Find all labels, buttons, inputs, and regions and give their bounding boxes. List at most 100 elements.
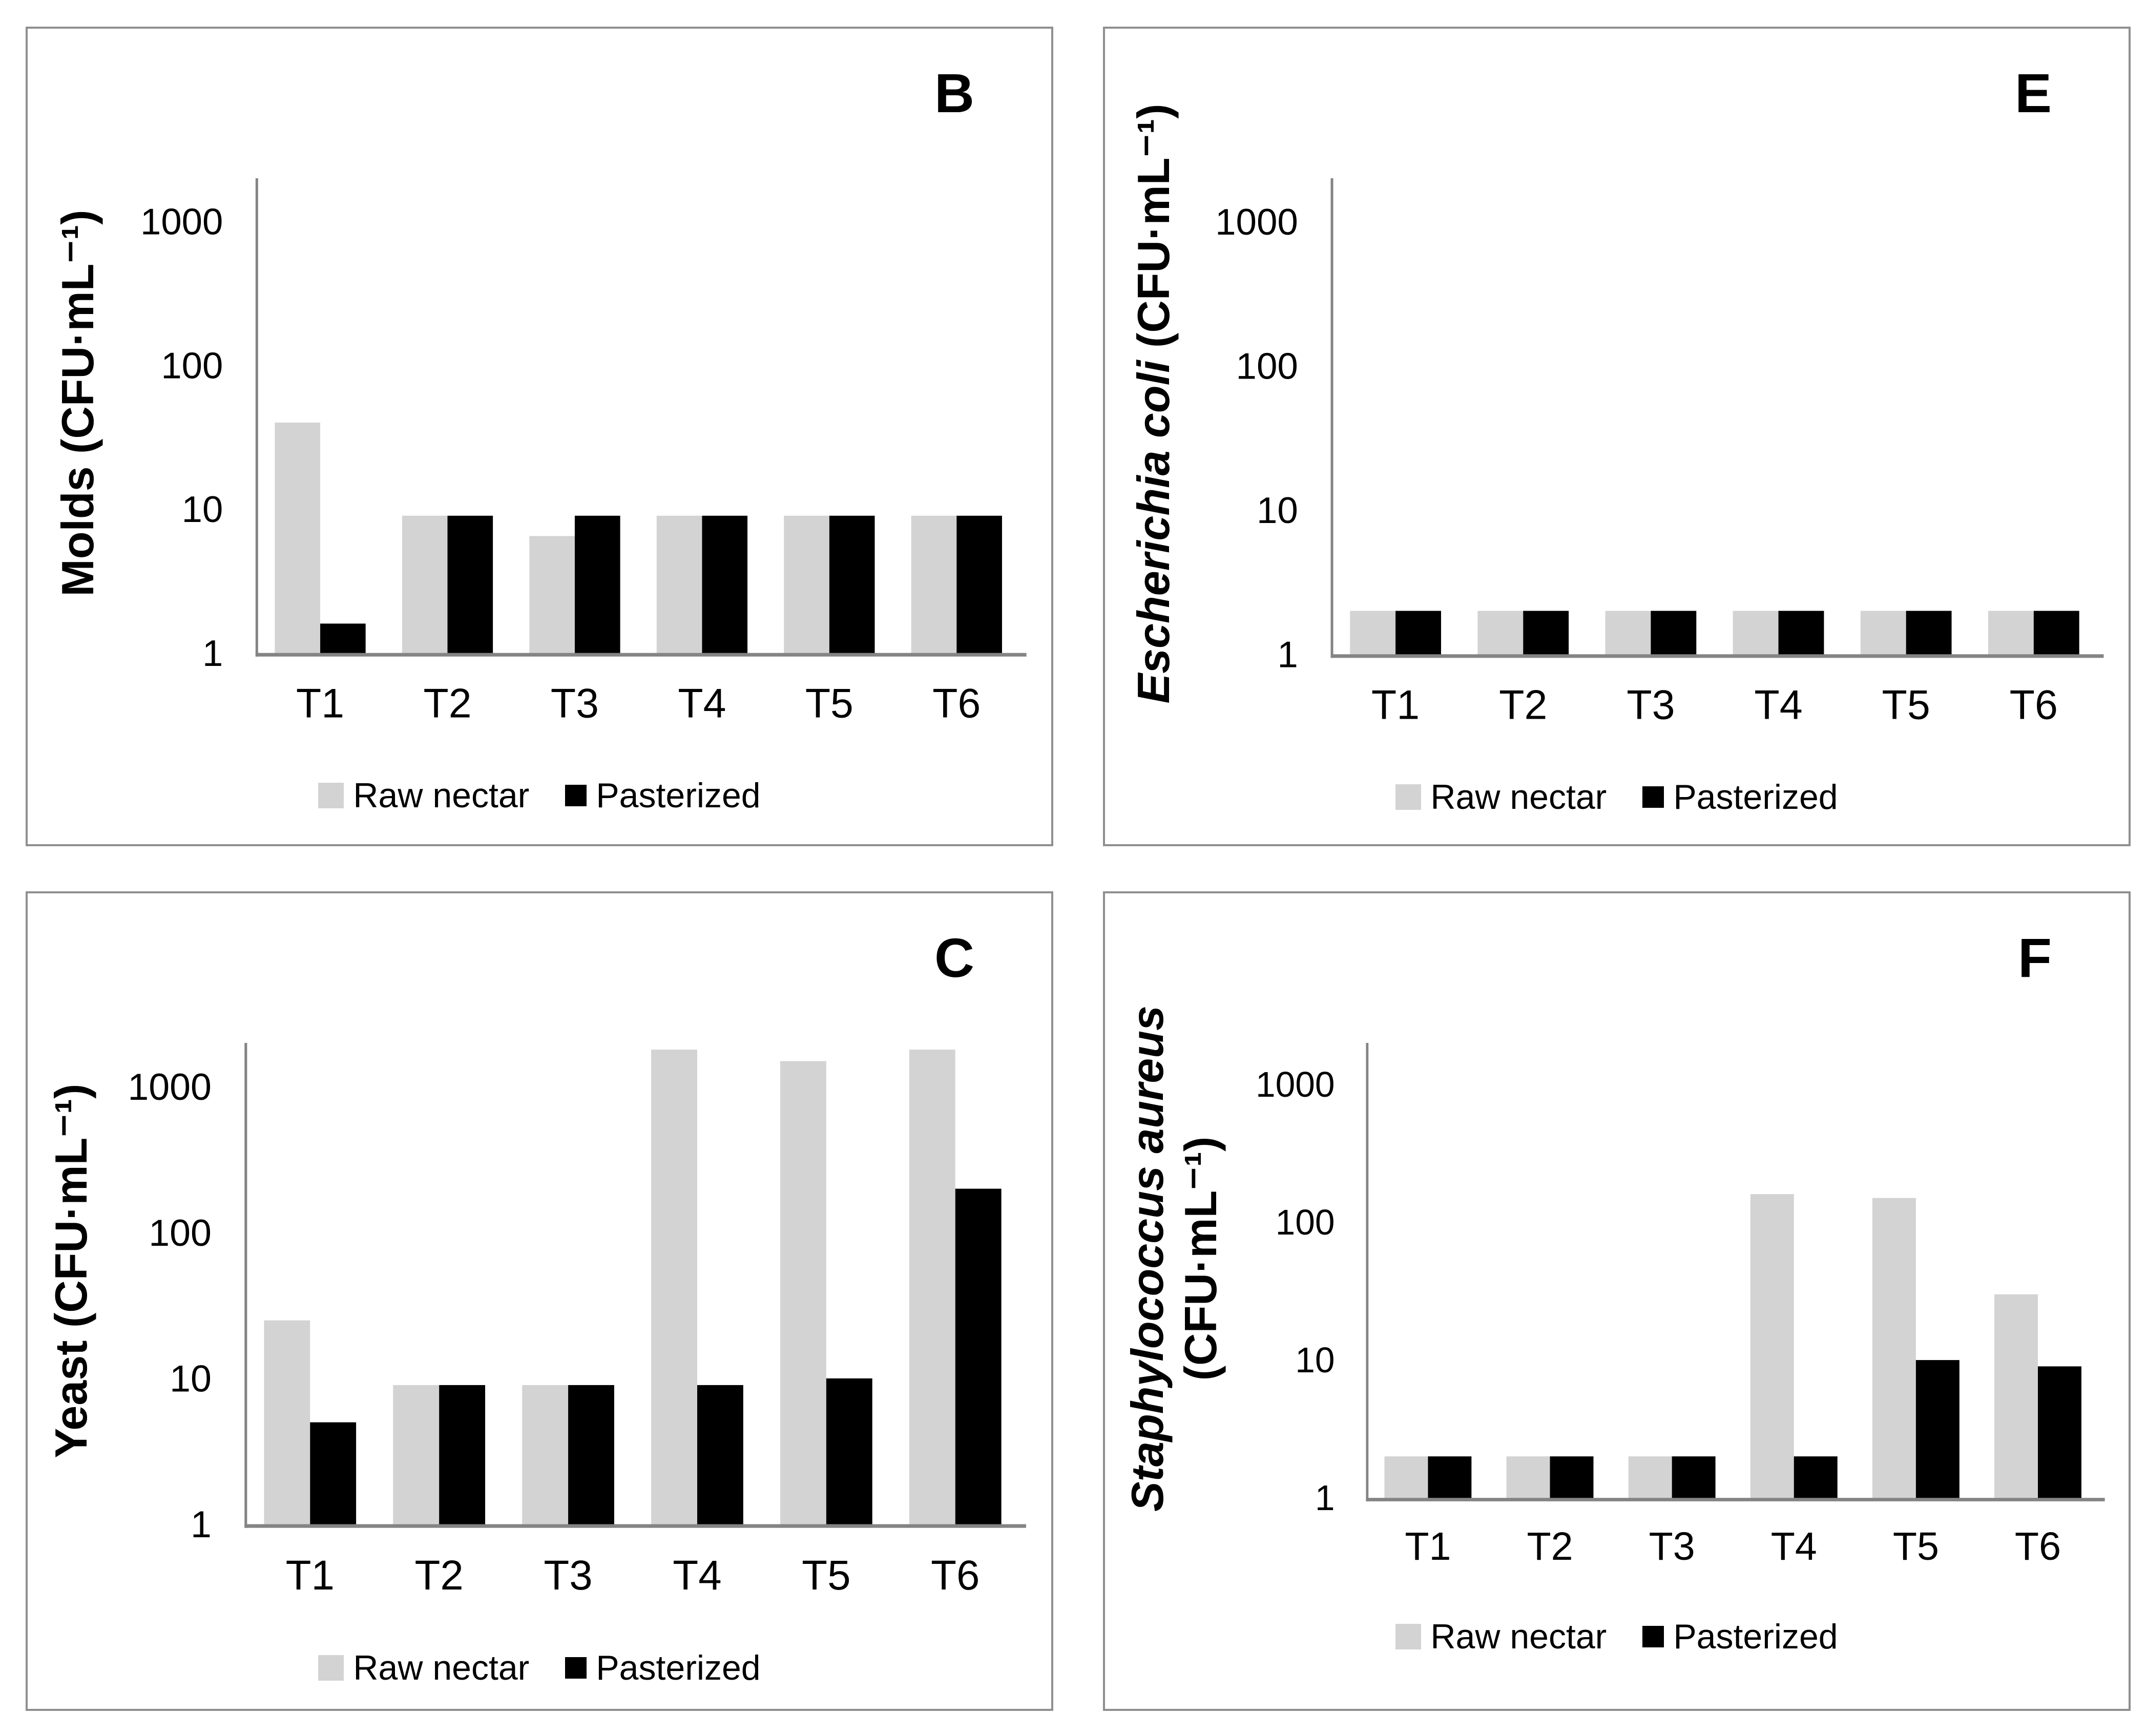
bar-raw-t3 (1628, 1456, 1672, 1500)
x-label-t2: T2 (423, 681, 471, 727)
x-label-t5: T5 (805, 681, 853, 727)
y-axis-label-text: Molds (CFU·mL⁻¹) (52, 210, 103, 597)
bar-raw-t4 (1750, 1194, 1794, 1500)
y-tick-1: 1 (1315, 1478, 1335, 1518)
bar-raw-t5 (784, 515, 829, 656)
bar-pasterized-t5 (1906, 611, 1952, 657)
y-tick-1000: 1000 (140, 201, 223, 243)
bar-chart-yeast: 1000 100 10 1 T1 T2 T3 T4 T5 T6 (128, 1043, 1026, 1599)
bar-raw-t2 (393, 1385, 440, 1527)
chart-row: Molds (CFU·mL⁻¹) 1000 100 10 1 T1 T2 T3 T4 T5 T6 (28, 178, 1051, 741)
y-tick-1: 1 (202, 633, 223, 674)
bar-pasterized-t2 (439, 1385, 486, 1527)
y-axis-line (255, 178, 258, 657)
y-tick-10: 10 (1295, 1340, 1335, 1380)
bar-pasterized-t3 (568, 1385, 614, 1527)
bar-raw-t6 (1994, 1294, 2038, 1500)
y-tick-1000: 1000 (1215, 201, 1298, 243)
y-tick-100: 100 (161, 345, 223, 386)
y-axis-label-molds: Molds (CFU·mL⁻¹) (28, 178, 128, 741)
chart-area: 1000 100 10 1 T1 T2 T3 T4 T5 T6 (1202, 178, 2129, 742)
chart-row: Escherichia coli (CFU·mL⁻¹) 1000 100 10 1 T1… (1105, 104, 2129, 742)
y-axis-label-staphylococcus-aureus: Staphylococcus aureus (CFU·mL⁻¹) (1105, 1006, 1243, 1582)
x-axis-line (244, 1524, 1026, 1528)
bar-pasterized-t4 (1778, 611, 1824, 657)
y-tick-100: 100 (149, 1211, 212, 1254)
x-label-t3: T3 (551, 681, 599, 727)
x-label-t2: T2 (414, 1552, 463, 1599)
bar-raw-t4 (1733, 611, 1779, 657)
y-tick-100: 100 (1276, 1202, 1335, 1242)
bar-pasterized-t6 (956, 515, 1002, 656)
y-tick-1: 1 (1277, 634, 1298, 675)
chart-row: Yeast (CFU·mL⁻¹) 1000 100 10 1 T1 T2 T3 T4 T5 T6 (28, 1043, 1051, 1613)
chart-panel-e: E Escherichia coli (CFU·mL⁻¹) 1000 100 10 1… (1103, 27, 2131, 846)
x-label-t2: T2 (1527, 1524, 1573, 1568)
legend-swatch-raw-nectar (318, 782, 344, 808)
y-tick-10: 10 (182, 489, 223, 530)
bar-pasterized-t4 (1794, 1456, 1838, 1500)
x-axis-line (1330, 654, 2104, 658)
y-tick-10: 10 (170, 1357, 212, 1399)
x-label-t3: T3 (544, 1552, 592, 1599)
bar-pasterized-t6 (2038, 1366, 2081, 1500)
legend-item-pasterized: Pasterized (565, 776, 761, 815)
x-label-t5: T5 (802, 1552, 850, 1599)
bar-raw-t3 (1605, 611, 1651, 657)
x-label-t5: T5 (1893, 1524, 1939, 1568)
chart-area: 1000 100 10 1 T1 T2 T3 T4 T5 T6 (128, 178, 1051, 741)
bar-pasterized-t6 (955, 1188, 1002, 1527)
legend-item-pasterized: Pasterized (1642, 777, 1838, 817)
bar-raw-t5 (780, 1061, 826, 1527)
bar-chart-staphylococcus-aureus: 1000 100 10 1 T1 T2 T3 T4 T5 T6 (1256, 1043, 2105, 1568)
legend-swatch-raw-nectar (318, 1655, 344, 1681)
y-tick-1000: 1000 (128, 1065, 212, 1108)
x-label-t2: T2 (1499, 682, 1547, 728)
bar-pasterized-t1 (1428, 1456, 1472, 1500)
y-axis-label-text: Staphylococcus aureus (CFU·mL⁻¹) (1122, 1005, 1226, 1512)
legend-item-raw-nectar: Raw nectar (1395, 1617, 1607, 1657)
panel-letter-e: E (2014, 62, 2052, 124)
legend-label-pasterized: Pasterized (1673, 777, 1838, 817)
chart-area: 1000 100 10 1 T1 T2 T3 T4 T5 T6 (1243, 1043, 2129, 1582)
legend-label-raw-nectar: Raw nectar (1430, 1617, 1607, 1657)
bar-raw-t6 (911, 515, 957, 656)
bar-pasterized-t2 (447, 515, 493, 656)
legend-label-raw-nectar: Raw nectar (353, 776, 530, 815)
bar-raw-t3 (529, 536, 575, 656)
bar-pasterized-t1 (310, 1422, 357, 1527)
bar-raw-t2 (402, 515, 448, 656)
legend: Raw nectar Pasterized (1105, 1617, 2129, 1657)
x-label-t3: T3 (1627, 682, 1675, 728)
legend-label-pasterized: Pasterized (596, 1648, 761, 1688)
legend-label-pasterized: Pasterized (596, 776, 761, 815)
legend-swatch-pasterized (1642, 786, 1664, 808)
legend-label-pasterized: Pasterized (1673, 1617, 1838, 1657)
legend-swatch-pasterized (565, 1657, 587, 1679)
x-axis-line (1366, 1498, 2105, 1501)
bar-raw-t5 (1872, 1198, 1916, 1500)
bar-chart-escherichia-coli: 1000 100 10 1 T1 T2 T3 T4 T5 T6 (1215, 178, 2104, 728)
bar-pasterized-t1 (320, 623, 366, 656)
x-label-t4: T4 (1754, 682, 1802, 728)
y-axis-label-escherichia-coli: Escherichia coli (CFU·mL⁻¹) (1105, 104, 1202, 742)
bar-raw-t6 (909, 1050, 955, 1527)
x-label-t3: T3 (1649, 1524, 1695, 1568)
legend-label-raw-nectar: Raw nectar (1430, 777, 1607, 817)
bar-raw-t1 (275, 422, 321, 656)
bar-chart-molds: 1000 100 10 1 T1 T2 T3 T4 T5 T6 (140, 178, 1027, 727)
panel-letter-f: F (2018, 927, 2052, 989)
legend-item-raw-nectar: Raw nectar (318, 776, 529, 815)
chart-panel-f: F Staphylococcus aureus (CFU·mL⁻¹) 1000 10… (1103, 891, 2131, 1711)
x-label-t1: T1 (286, 1552, 335, 1599)
bar-pasterized-t2 (1523, 611, 1569, 657)
legend-item-pasterized: Pasterized (565, 1648, 761, 1688)
x-label-t6: T6 (2010, 682, 2058, 728)
bar-raw-t5 (1860, 611, 1906, 657)
legend-label-raw-nectar: Raw nectar (353, 1648, 530, 1688)
bar-raw-t1 (264, 1320, 310, 1527)
x-label-t6: T6 (931, 1552, 979, 1599)
bar-raw-t4 (651, 1050, 697, 1527)
x-label-t1: T1 (1371, 682, 1420, 728)
